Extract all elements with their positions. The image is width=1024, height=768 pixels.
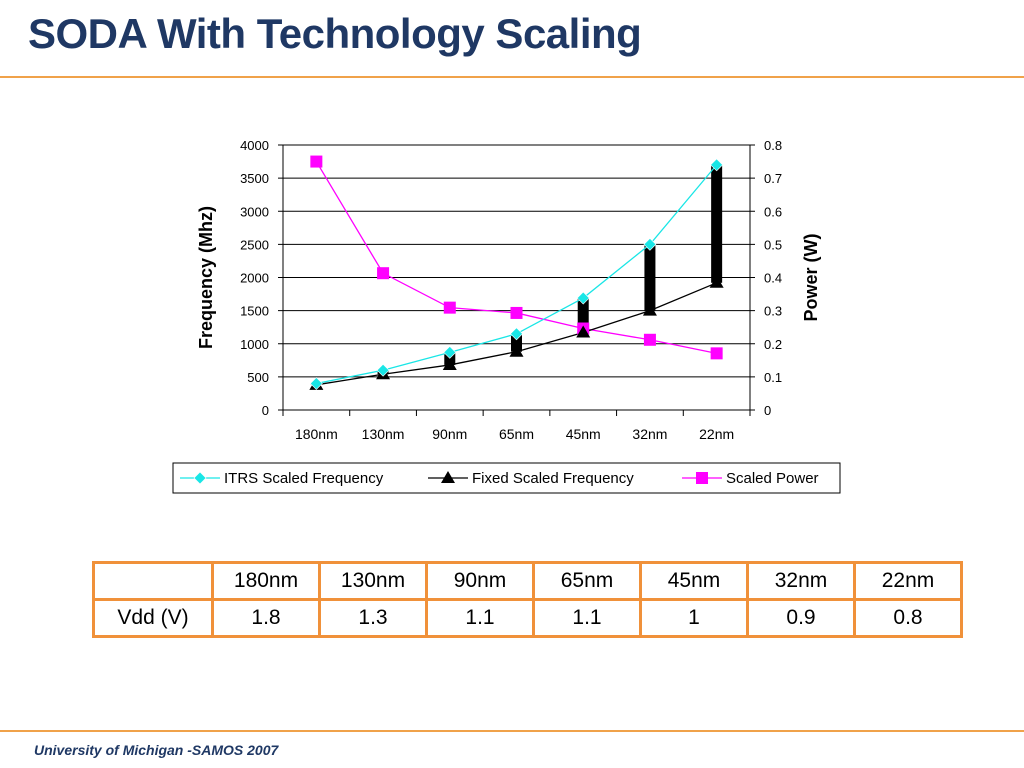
y2-tick-label: 0.4 bbox=[764, 271, 782, 286]
title-divider bbox=[0, 76, 1024, 78]
y-tick-label: 0 bbox=[262, 403, 269, 418]
legend-marker bbox=[193, 471, 207, 485]
itrs-frequency-point bbox=[443, 345, 457, 359]
fixed-frequency-point bbox=[509, 344, 524, 357]
frequency-gap-bar bbox=[511, 333, 522, 352]
x-tick-label: 65nm bbox=[499, 426, 534, 442]
x-tick-label: 45nm bbox=[566, 426, 601, 442]
table-cell: 1 bbox=[639, 598, 749, 638]
y2-axis-title: Power (W) bbox=[801, 233, 821, 321]
y-tick-label: 500 bbox=[247, 370, 269, 385]
table-header-row: 180nm 130nm 90nm 65nm 45nm 32nm 22nm bbox=[92, 561, 963, 601]
y2-tick-label: 0.8 bbox=[764, 138, 782, 153]
table-cell: 1.1 bbox=[532, 598, 642, 638]
table-cell: 1.3 bbox=[318, 598, 428, 638]
scaled-power-point bbox=[377, 267, 390, 280]
y-tick-label: 1500 bbox=[240, 304, 269, 319]
table-header-cell bbox=[92, 561, 214, 601]
y2-tick-label: 0 bbox=[764, 403, 771, 418]
y-tick-label: 4000 bbox=[240, 138, 269, 153]
table-cell: Vdd (V) bbox=[92, 598, 214, 638]
y-tick-label: 3500 bbox=[240, 171, 269, 186]
legend-box bbox=[172, 462, 841, 494]
legend-label: Fixed Scaled Frequency bbox=[472, 470, 634, 487]
x-tick-label: 32nm bbox=[632, 426, 667, 442]
footer-text: University of Michigan -SAMOS 2007 bbox=[34, 742, 279, 758]
fixed-frequency-point bbox=[576, 325, 591, 338]
y2-tick-label: 0.3 bbox=[764, 304, 782, 319]
y2-tick-label: 0.5 bbox=[764, 237, 782, 252]
x-tick-label: 180nm bbox=[295, 426, 338, 442]
fixed-frequency-point bbox=[442, 357, 457, 370]
itrs-frequency-point bbox=[510, 327, 523, 341]
scaled-power-point bbox=[510, 306, 523, 319]
scaled-power-point bbox=[643, 333, 656, 346]
scaled-power-point bbox=[710, 347, 723, 360]
fixed-frequency-point bbox=[642, 303, 657, 316]
itrs-frequency-point bbox=[376, 363, 390, 377]
frequency-gap-bar bbox=[644, 244, 656, 311]
y2-tick-label: 0.7 bbox=[764, 171, 782, 186]
legend-label: Scaled Power bbox=[726, 470, 819, 487]
itrs-frequency-point bbox=[710, 158, 724, 172]
table-cell: 0.8 bbox=[853, 598, 963, 638]
table-header-cell: 65nm bbox=[532, 561, 642, 601]
frequency-gap-bar bbox=[711, 164, 723, 283]
frequency-gap-bar bbox=[577, 298, 589, 333]
x-tick-label: 22nm bbox=[699, 426, 734, 442]
itrs-frequency-point bbox=[643, 237, 657, 251]
slide-title: SODA With Technology Scaling bbox=[28, 10, 642, 57]
table-header-cell: 45nm bbox=[639, 561, 749, 601]
table-header-cell: 90nm bbox=[425, 561, 535, 601]
y2-tick-label: 0.1 bbox=[764, 370, 782, 385]
scaled-power-point bbox=[443, 301, 456, 314]
frequency-power-chart: 0 500 1000 1500 2000 2500 3000 3500 4000 0 0.1 0.2 0… bbox=[172, 138, 841, 494]
legend-marker bbox=[696, 472, 708, 484]
y-axis-title: Frequency (Mhz) bbox=[196, 206, 216, 349]
footer-divider bbox=[0, 730, 1024, 732]
vdd-table: 180nm 130nm 90nm 65nm 45nm 32nm 22nm Vdd… bbox=[92, 561, 963, 638]
table-header-cell: 130nm bbox=[318, 561, 428, 601]
table-header-cell: 22nm bbox=[853, 561, 963, 601]
y-tick-label: 2500 bbox=[240, 237, 269, 252]
x-tick-label: 130nm bbox=[362, 426, 405, 442]
itrs-frequency-point bbox=[309, 377, 323, 390]
fixed-frequency-point bbox=[709, 275, 724, 288]
scaled-power-line bbox=[315, 161, 717, 354]
table-cell: 1.8 bbox=[211, 598, 321, 638]
table-cell: 1.1 bbox=[425, 598, 535, 638]
y2-tick-label: 0.6 bbox=[764, 204, 782, 219]
table-row: Vdd (V) 1.8 1.3 1.1 1.1 1 0.9 0.8 bbox=[92, 598, 963, 638]
y-tick-label: 1000 bbox=[240, 337, 269, 352]
y-tick-label: 2000 bbox=[240, 271, 269, 286]
table-header-cell: 180nm bbox=[211, 561, 321, 601]
table-header-cell: 32nm bbox=[746, 561, 856, 601]
legend-label: ITRS Scaled Frequency bbox=[224, 470, 384, 487]
x-tick-label: 90nm bbox=[432, 426, 467, 442]
y-tick-label: 3000 bbox=[240, 204, 269, 219]
scaled-power-point bbox=[310, 155, 323, 168]
table-cell: 0.9 bbox=[746, 598, 856, 638]
y2-tick-label: 0.2 bbox=[764, 337, 782, 352]
legend-marker bbox=[441, 471, 455, 483]
itrs-frequency-point bbox=[576, 291, 590, 305]
